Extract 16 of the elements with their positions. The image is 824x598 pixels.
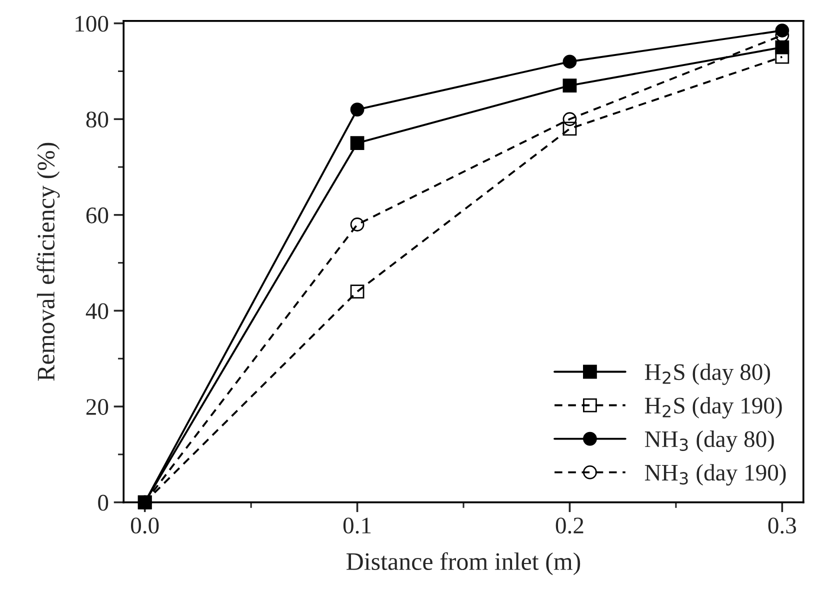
x-tick-label: 0.0 [130, 518, 159, 534]
legend-label: NH$_{3}$ (day 80) [644, 430, 774, 452]
x-axis-title: Distance from inlet (m) [346, 552, 580, 576]
legend-label: H$_{2}$S (day 190) [644, 397, 782, 418]
y-tick-label: 40 [86, 303, 108, 320]
y-axis-title: Removal efficiency (%) [36, 142, 60, 381]
y-tick-label: 0 [98, 494, 108, 511]
x-tick-label: 0.2 [556, 518, 584, 534]
y-tick-label: 60 [86, 207, 108, 224]
x-tick-label: 0.3 [768, 518, 796, 534]
y-tick-label: 20 [86, 399, 108, 415]
legend-label: H$_{2}$S (day 80) [644, 363, 770, 385]
y-tick-label: 80 [86, 112, 108, 128]
legend-label: NH$_{3}$ (day 190) [644, 464, 786, 486]
x-tick-label: 0.1 [343, 518, 371, 534]
y-tick-label: 100 [76, 16, 108, 32]
